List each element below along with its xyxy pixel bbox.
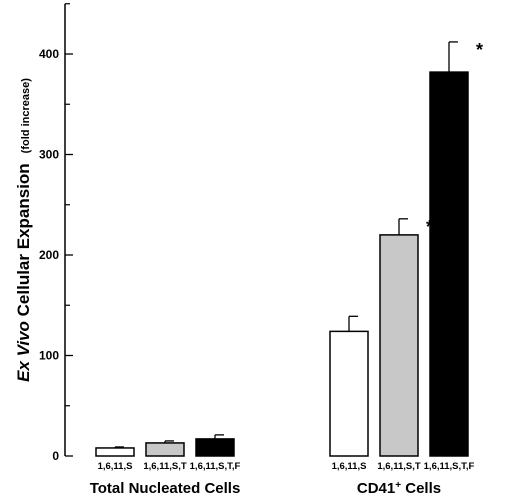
y-tick-label: 400 — [39, 47, 59, 61]
category-label: 1,6,11,S,T,F — [190, 461, 241, 472]
bar — [95, 447, 135, 457]
chart-axes: 0 100 200 300 400 — [39, 3, 73, 463]
y-tick-label: 300 — [39, 148, 59, 162]
y-tick-label: 200 — [39, 248, 59, 262]
chart-bars — [95, 41, 469, 457]
group-label: Total Nucleated Cells — [90, 480, 241, 497]
y-tick-label: 0 — [52, 449, 59, 463]
y-axis-label: Ex Vivo Cellular Expansion (fold increase… — [14, 78, 34, 382]
group-label: CD41+ Cells — [357, 480, 441, 497]
significance-marker: * — [426, 217, 433, 237]
category-label: 1,6,11,S — [332, 461, 367, 472]
group-label-superscript: + — [395, 480, 401, 491]
y-axis-unit: (fold increase) — [20, 78, 32, 154]
bar — [195, 438, 235, 457]
bar — [379, 234, 419, 457]
group-label-tail: Cells — [401, 480, 441, 497]
y-axis-label-text: Cellular Expansion — [14, 163, 33, 322]
bar — [145, 442, 185, 457]
y-axis-label-italic: Ex Vivo — [14, 321, 33, 382]
category-label: 1,6,11,S — [98, 461, 133, 472]
category-label: 1,6,11,S,T — [377, 461, 421, 472]
y-tick-label: 100 — [39, 349, 59, 363]
y-axis-label-container: Ex Vivo Cellular Expansion (fold increase… — [4, 0, 44, 460]
category-label: 1,6,11,S,T — [143, 461, 187, 472]
bar — [429, 71, 469, 457]
category-label: 1,6,11,S,T,F — [424, 461, 475, 472]
significance-marker: * — [476, 40, 483, 60]
bar — [329, 330, 369, 457]
